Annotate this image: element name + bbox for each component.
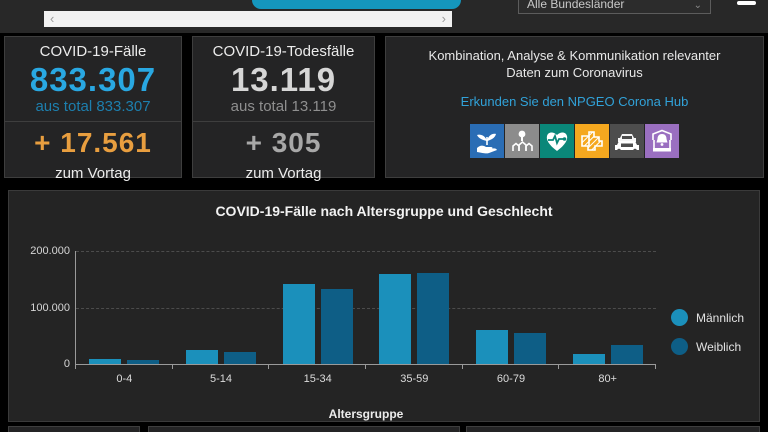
y-axis-line xyxy=(75,251,76,364)
x-axis-tick xyxy=(75,365,76,369)
cases-count: 833.307 xyxy=(29,61,157,98)
cases-delta: + 17.561 xyxy=(34,127,152,158)
bar-group-80+ xyxy=(559,251,656,364)
npgeo-hub-link[interactable]: Erkunden Sie den NPGEO Corona Hub xyxy=(460,94,689,109)
bar-männlich-80+[interactable] xyxy=(572,353,605,364)
x-tick-label: 0-4 xyxy=(116,373,133,385)
bar-weiblich-80+[interactable] xyxy=(610,344,643,364)
x-axis-line xyxy=(75,364,656,365)
bundesland-dropdown-value: Alle Bundesländer xyxy=(527,0,625,11)
bar-group-5-14 xyxy=(173,251,270,364)
chart-plot-area: 0 100.000 200.000 0-4 5-14 15-34 35-59 60-79 80+ xyxy=(30,245,656,385)
deaths-delta: + 305 xyxy=(245,127,322,158)
scroll-right-icon[interactable]: › xyxy=(441,11,446,26)
legend-label: Männlich xyxy=(696,310,745,325)
bar-weiblich-15-34[interactable] xyxy=(320,289,353,364)
deaths-subtotal: aus total 13.119 xyxy=(230,98,337,115)
cases-title: COVID-19-Fälle xyxy=(39,43,147,60)
next-row-panel-partial xyxy=(148,426,460,432)
info-description: Kombination, Analyse & Kommunikation rel… xyxy=(428,48,721,80)
x-axis-tick xyxy=(268,365,270,369)
legend-label: Weiblich xyxy=(696,339,742,354)
bar-weiblich-0-4[interactable] xyxy=(127,360,160,364)
deaths-count: 13.119 xyxy=(230,61,337,98)
next-row-panel-partial xyxy=(8,426,140,432)
active-tab-partial[interactable] xyxy=(252,0,461,9)
gridline xyxy=(76,307,656,309)
traffic-cars-icon[interactable] xyxy=(610,124,644,158)
legend-item-weiblich[interactable]: Weiblich xyxy=(671,338,744,355)
deaths-panel: COVID-19-Todesfälle 13.119 aus total 13.… xyxy=(192,36,375,182)
next-row-panel-partial xyxy=(466,426,760,432)
x-axis-tick xyxy=(655,365,656,369)
cases-panel: COVID-19-Fälle 833.307 aus total 833.307… xyxy=(4,36,182,182)
x-axis-title: Altersgruppe xyxy=(328,407,404,421)
legend-item-männlich[interactable]: Männlich xyxy=(671,309,744,326)
x-axis-tick xyxy=(171,365,173,369)
y-tick-label: 0 xyxy=(63,358,70,370)
deaths-delta-label: zum Vortag xyxy=(245,165,322,182)
cases-subtotal: aus total 833.307 xyxy=(35,98,151,115)
legend-swatch xyxy=(671,338,688,355)
bar-männlich-0-4[interactable] xyxy=(89,358,122,364)
x-axis-tick xyxy=(461,365,463,369)
bar-männlich-5-14[interactable] xyxy=(185,349,218,364)
cases-delta-label: zum Vortag xyxy=(55,165,131,182)
divider xyxy=(193,121,374,122)
bar-weiblich-60-79[interactable] xyxy=(513,332,546,364)
x-tick-label: 15-34 xyxy=(303,373,332,385)
age-gender-chart-panel: COVID-19-Fälle nach Altersgruppe und Ges… xyxy=(8,190,760,422)
x-tick-label: 80+ xyxy=(598,373,617,385)
bar-group-15-34 xyxy=(269,251,366,364)
location-housing-icon[interactable] xyxy=(505,124,539,158)
y-tick-label: 200.000 xyxy=(30,245,70,257)
x-tick-label: 5-14 xyxy=(209,373,233,385)
menu-dash-icon[interactable] xyxy=(737,1,756,5)
y-tick-label: 100.000 xyxy=(30,301,70,314)
alert-bell-icon[interactable] xyxy=(645,124,679,158)
x-axis-tick xyxy=(558,365,560,369)
bar-männlich-15-34[interactable] xyxy=(282,283,315,364)
x-axis-tick xyxy=(365,365,366,369)
horizontal-scrollbar[interactable]: ‹ › xyxy=(44,11,452,27)
bar-group-0-4 xyxy=(76,251,173,364)
bar-weiblich-35-59[interactable] xyxy=(417,272,450,364)
topic-icon-row xyxy=(470,124,679,158)
boundaries-map-icon[interactable] xyxy=(575,124,609,158)
deaths-title: COVID-19-Todesfälle xyxy=(212,43,355,60)
chart-title: COVID-19-Fälle nach Altersgruppe und Ges… xyxy=(215,203,553,219)
bar-männlich-60-79[interactable] xyxy=(475,330,508,364)
bar-group-35-59 xyxy=(366,251,463,364)
bar-group-60-79 xyxy=(463,251,560,364)
bundesland-dropdown[interactable]: Alle Bundesländer ⌄ xyxy=(518,0,711,14)
chart-legend: Männlich Weiblich xyxy=(671,309,744,355)
top-toolbar: ‹ › Alle Bundesländer ⌄ xyxy=(0,0,768,33)
x-tick-label: 35-59 xyxy=(400,373,429,385)
bar-männlich-35-59[interactable] xyxy=(379,274,412,364)
gridline xyxy=(76,251,656,252)
bar-weiblich-5-14[interactable] xyxy=(223,351,256,364)
legend-swatch xyxy=(671,309,688,326)
x-tick-label: 60-79 xyxy=(496,373,526,385)
chevron-down-icon: ⌄ xyxy=(693,0,702,11)
scroll-left-icon[interactable]: ‹ xyxy=(50,11,55,26)
npgeo-info-panel: Kombination, Analyse & Kommunikation rel… xyxy=(385,36,764,178)
health-heart-pulse-icon[interactable] xyxy=(540,124,574,158)
environment-hand-plant-icon[interactable] xyxy=(470,124,504,158)
divider xyxy=(5,121,181,122)
